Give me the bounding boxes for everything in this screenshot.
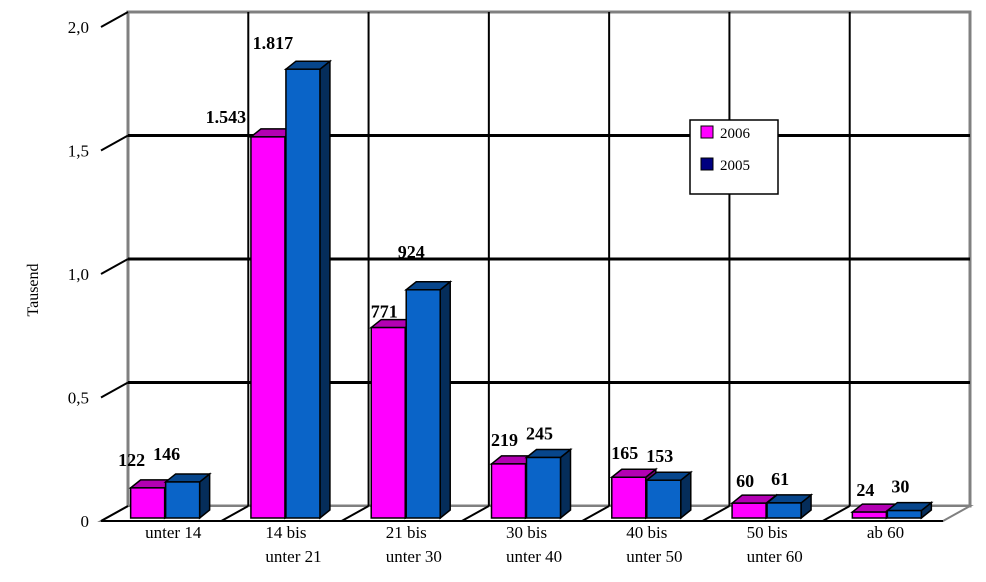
side-gridline — [100, 505, 129, 522]
x-tick-label: 30 bis — [506, 523, 547, 542]
floor-divider — [822, 505, 851, 522]
x-tick-label: unter 14 — [145, 523, 202, 542]
bar-front — [370, 326, 406, 519]
bar-front — [766, 502, 802, 519]
y-tick-label: 0,5 — [68, 389, 89, 408]
y-tick-label: 1,0 — [68, 265, 89, 284]
bar-front — [285, 68, 321, 519]
bar-side — [319, 59, 331, 520]
bar-front — [129, 487, 166, 519]
y-axis-title: Tausend — [25, 263, 42, 316]
bar-2005-6 — [885, 501, 934, 520]
data-label: 30 — [891, 477, 909, 497]
bar-2005-4 — [644, 470, 693, 520]
floor-divider — [220, 505, 249, 522]
data-label: 219 — [491, 430, 518, 450]
side-gridline — [100, 258, 129, 275]
data-label: 24 — [856, 480, 874, 500]
y-tick-label: 2,0 — [68, 18, 89, 37]
bar-side — [439, 280, 451, 520]
bar-front — [731, 502, 767, 519]
x-tick-label: 21 bis — [386, 523, 427, 542]
labels-layer: 122 146 1.543 1.817 771 924 219 245 165 153 60 61 24… — [118, 33, 909, 500]
floor-divider — [701, 505, 730, 522]
side-gridline — [100, 11, 129, 28]
x-tick-label: unter 50 — [626, 547, 682, 566]
bars-layer — [128, 59, 934, 520]
x-tick-label: unter 21 — [265, 547, 321, 566]
x-tick-label: unter 40 — [506, 547, 562, 566]
data-label: 1.543 — [206, 107, 247, 127]
floor-divider — [581, 505, 610, 522]
bar-front — [851, 511, 888, 519]
data-label: 153 — [646, 446, 673, 466]
legend-label-2006: 2006 — [720, 126, 751, 142]
legend: 2006 2005 — [689, 119, 779, 195]
axes-layer: 0 0,5 1,0 1,5 2,0 unter 14 14 bis unter 21 21 bi… — [68, 11, 943, 566]
bar-front — [405, 289, 441, 519]
bar-front — [490, 463, 527, 519]
grid-layer — [97, 10, 974, 522]
side-gridline — [100, 381, 129, 399]
y-tick-label: 0 — [81, 512, 90, 531]
bar-2005-2 — [404, 280, 453, 520]
legend-label-2005: 2005 — [720, 158, 750, 174]
x-tick-label: 40 bis — [626, 523, 667, 542]
data-label: 61 — [771, 469, 789, 489]
bar-front — [164, 481, 201, 519]
data-label: 122 — [118, 450, 145, 470]
bar-front — [886, 509, 923, 519]
side-gridline — [100, 134, 129, 152]
bar-front — [611, 476, 647, 519]
floor-divider — [341, 505, 370, 522]
bar-side — [559, 447, 572, 520]
bar-2005-0 — [163, 472, 212, 520]
data-label: 146 — [153, 444, 180, 464]
data-label: 165 — [611, 443, 638, 463]
y-tick-label: 1,5 — [68, 142, 89, 161]
data-label: 1.817 — [253, 33, 294, 53]
x-tick-label: 50 bis — [747, 523, 788, 542]
x-tick-label: ab 60 — [867, 523, 904, 542]
x-tick-label: 14 bis — [265, 523, 306, 542]
legend-swatch-2006 — [700, 125, 714, 139]
data-label: 771 — [371, 302, 398, 322]
floor-divider — [461, 505, 490, 522]
data-label: 245 — [526, 423, 553, 443]
data-label: 60 — [736, 471, 754, 491]
data-label: 924 — [398, 242, 425, 262]
bar-2005-3 — [524, 447, 573, 520]
legend-swatch-2005 — [700, 157, 714, 171]
bar-2005-5 — [764, 493, 814, 520]
bar-front — [646, 479, 682, 519]
x-tick-label: unter 30 — [386, 547, 442, 566]
x-tick-label: unter 60 — [747, 547, 803, 566]
bar-2005-1 — [283, 59, 333, 520]
bar-front — [250, 136, 286, 519]
bar-front — [525, 456, 562, 519]
